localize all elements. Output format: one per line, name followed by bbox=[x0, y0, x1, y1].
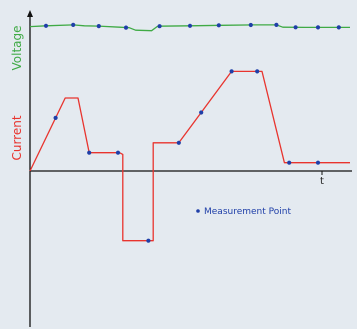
current-measurement-point bbox=[287, 160, 292, 165]
voltage-measurement-point bbox=[157, 24, 162, 29]
legend-marker-label: Measurement Point bbox=[204, 207, 291, 217]
voltage-measurement-point bbox=[187, 23, 193, 28]
voltage-measurement-point bbox=[274, 22, 279, 27]
voltage-axis-label: Voltage bbox=[10, 25, 24, 70]
current-measurement-point bbox=[229, 69, 234, 74]
current-axis-label: Current bbox=[10, 115, 24, 160]
x-tick-label: t bbox=[320, 176, 324, 187]
legend-marker bbox=[196, 209, 200, 213]
y-axis-arrow bbox=[27, 10, 33, 17]
current-measurement-point bbox=[87, 150, 92, 155]
current-measurement-point bbox=[199, 110, 204, 115]
voltage-measurement-point bbox=[336, 25, 341, 30]
current-measurement-point bbox=[176, 140, 181, 145]
voltage-measurement-point bbox=[96, 24, 101, 29]
current-measurement-point bbox=[115, 150, 121, 155]
voltage-measurement-point bbox=[123, 25, 129, 30]
current-measurement-point bbox=[53, 115, 58, 120]
current-measurement-point bbox=[146, 238, 151, 243]
voltage-measurement-point bbox=[43, 23, 49, 28]
voltage-measurement-point bbox=[216, 23, 221, 28]
voltage-measurement-point bbox=[315, 25, 321, 30]
voltage-measurement-point bbox=[248, 22, 253, 28]
current-measurement-point bbox=[255, 69, 260, 74]
labels-layer: Voltage Current t Measurement Point bbox=[10, 25, 324, 217]
voltage-measurement-point bbox=[71, 22, 76, 27]
current-measurement-point bbox=[315, 160, 321, 165]
markers-layer bbox=[43, 22, 341, 243]
voltage-measurement-point bbox=[293, 25, 298, 30]
